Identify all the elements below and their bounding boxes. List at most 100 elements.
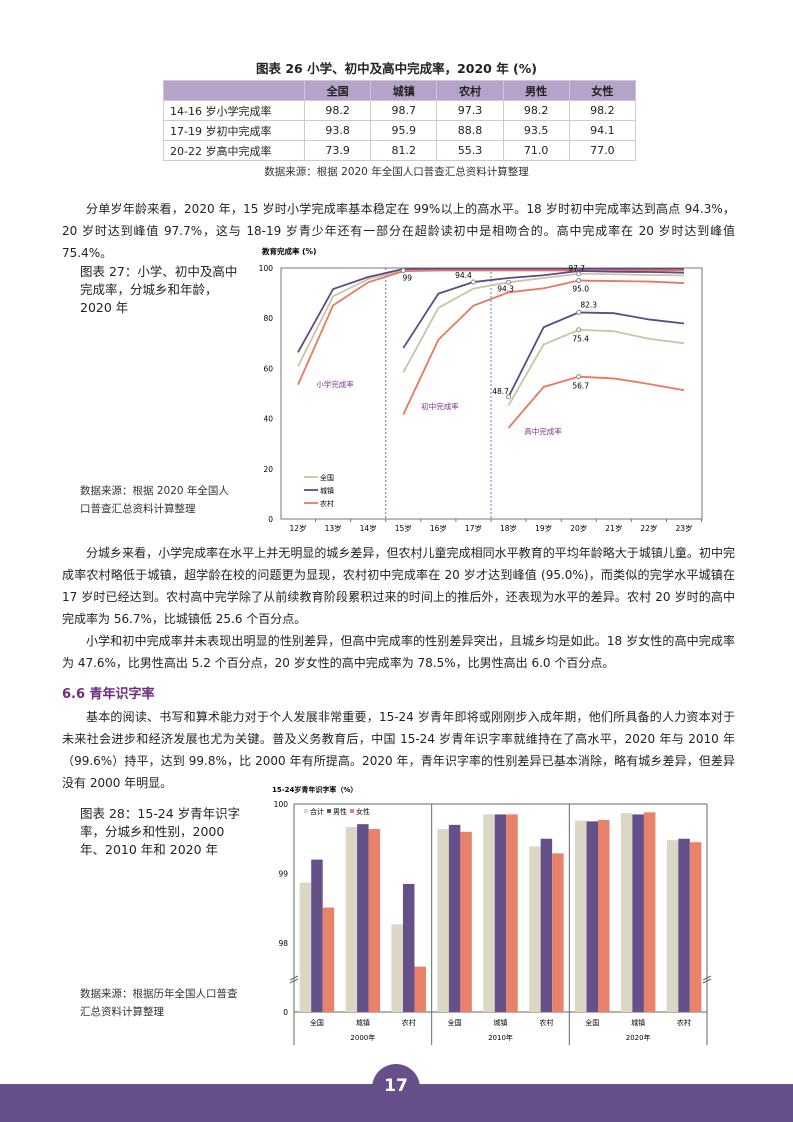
bar-2020年-全国-男性 <box>586 821 599 1012</box>
bar-2020年-城镇-男性 <box>632 814 644 1012</box>
bar-2010年-全国-女性 <box>460 831 472 1012</box>
line-高中完成率-城镇 <box>507 311 685 398</box>
legend-label: 全国 <box>320 473 334 482</box>
category-label: 城镇 <box>631 1018 645 1027</box>
bar-2000年-城镇-合计 <box>345 826 358 1012</box>
fig28-source: 数据来源：根据历年全国人口普查汇总资料计算整理 <box>80 988 238 1018</box>
table-row: 17-19 岁初中完成率 93.8 95.9 88.8 93.5 94.1 <box>163 120 637 141</box>
x-tick-label: 15岁 <box>395 523 412 533</box>
data-label: 56.7 <box>572 382 589 391</box>
data-point-marker <box>576 309 582 315</box>
x-tick-label: 14岁 <box>360 523 377 533</box>
legend-label: 合计 <box>310 807 324 816</box>
line-初中完成率-农村 <box>402 279 685 415</box>
data-label: 97.7 <box>568 264 585 273</box>
legend-swatch <box>350 809 354 813</box>
bar-2020年-农村-合计 <box>666 840 679 1012</box>
y-tick-label: 40 <box>263 415 273 424</box>
data-point-marker <box>470 279 476 285</box>
bar-2020年-全国-合计 <box>575 820 587 1012</box>
legend-label: 农村 <box>320 499 334 508</box>
bar-2020年-城镇-女性 <box>643 812 656 1012</box>
x-tick-label: 16岁 <box>430 523 447 533</box>
page-number: 17 <box>372 1064 420 1112</box>
category-label: 全国 <box>448 1018 462 1027</box>
bar-2020年-全国-女性 <box>598 819 610 1012</box>
bar-2010年-城镇-合计 <box>483 814 495 1012</box>
bar-2000年-城镇-女性 <box>368 829 381 1012</box>
data-point-marker <box>506 394 512 400</box>
table-cell: 95.9 <box>370 120 438 141</box>
table-header-cell: 全国 <box>303 80 372 101</box>
axis-break-icon <box>289 978 299 984</box>
paragraph-1: 分单岁年龄来看，2020 年，15 岁时小学完成率基本稳定在 99%以上的高水平… <box>62 202 735 260</box>
data-point-marker <box>400 268 406 274</box>
table-header-cell <box>163 80 305 101</box>
table-row: 20-22 岁高中完成率 73.9 81.2 55.3 71.0 77.0 <box>163 140 637 161</box>
bar-2010年-城镇-女性 <box>506 814 518 1012</box>
data-label: 75.4 <box>572 335 589 344</box>
bar-2000年-农村-男性 <box>402 883 415 1012</box>
category-label: 城镇 <box>356 1018 370 1027</box>
bar-2010年-全国-男性 <box>448 824 461 1012</box>
line-高中完成率-全国 <box>507 328 685 406</box>
legend-label: 城镇 <box>320 486 334 495</box>
bar-2010年-农村-合计 <box>529 846 541 1012</box>
bar-2020年-农村-女性 <box>689 842 702 1012</box>
line-小学完成率-农村 <box>297 269 684 386</box>
legend-swatch <box>304 809 308 813</box>
y-tick-label: 100 <box>274 800 289 809</box>
table26: 全国 城镇 农村 男性 女性 14-16 岁小学完成率 98.2 98.7 97.3 98.2 9… <box>163 80 637 161</box>
table-header-cell: 城镇 <box>370 80 438 101</box>
data-label: 82.3 <box>580 300 597 309</box>
data-label: 99 <box>402 274 412 283</box>
table-cell: 94.1 <box>568 120 637 141</box>
category-label: 城镇 <box>494 1018 508 1027</box>
bar-2010年-全国-合计 <box>437 829 449 1012</box>
line-chart-completion-rate: 教育完成率 (%) 0 20 40 60 80 100 12岁 13岁 14岁 15岁 16岁 17岁 1… <box>259 246 703 533</box>
line-初中完成率-城镇 <box>402 270 685 349</box>
y-tick-label: 20 <box>263 465 273 474</box>
paragraph-4: 基本的阅读、书写和算术能力对于个人发展非常重要，15-24 岁青年即将或刚刚步入… <box>62 710 735 790</box>
x-tick-label: 17岁 <box>465 523 482 533</box>
category-label: 农村 <box>402 1018 416 1027</box>
fig27-source: 数据来源：根据 2020 年全国人口普查汇总资料计算整理 <box>80 485 229 515</box>
fig27-caption: 图表 27：小学、初中及高中完成率，分城乡和年龄，2020 年 <box>80 264 238 315</box>
legend-swatch <box>327 809 331 813</box>
x-tick-label: 21岁 <box>605 523 622 533</box>
table-cell: 98.2 <box>502 100 570 121</box>
data-point-marker <box>506 279 512 285</box>
bar-2000年-农村-合计 <box>391 924 403 1012</box>
axis-break-icon <box>702 978 712 984</box>
paragraph-3: 小学和初中完成率并未表现出明显的性别差异，但高中完成率的性别差异突出，且城乡均是… <box>62 634 735 670</box>
x-tick-label: 13岁 <box>325 523 342 533</box>
data-label: 95.0 <box>572 285 589 294</box>
data-point-marker <box>576 271 582 277</box>
y-tick-label: 100 <box>259 264 274 273</box>
line-小学完成率-城镇 <box>297 267 684 353</box>
line-初中完成率-全国 <box>402 272 685 373</box>
table-cell: 93.5 <box>502 120 570 141</box>
x-tick-label: 19岁 <box>535 523 552 533</box>
bar-2010年-城镇-男性 <box>494 814 507 1012</box>
y-tick-label: 0 <box>268 515 273 524</box>
legend-label: 女性 <box>356 807 370 816</box>
x-tick-label: 22岁 <box>640 523 657 533</box>
data-point-marker <box>576 278 582 284</box>
table-cell: 88.8 <box>436 120 504 141</box>
table-cell: 77.0 <box>568 140 637 161</box>
table-cell: 98.2 <box>568 100 637 121</box>
x-tick-label: 20岁 <box>570 523 587 533</box>
y-tick-label: 80 <box>263 314 273 323</box>
stage-label: 高中完成率 <box>524 426 562 436</box>
table-cell: 71.0 <box>502 140 570 161</box>
bar-2000年-全国-男性 <box>311 859 323 1012</box>
y-tick-label: 98 <box>278 939 288 948</box>
year-label: 2010年 <box>488 1033 513 1042</box>
axis-break-icon <box>702 975 712 981</box>
category-label: 全国 <box>310 1018 324 1027</box>
bar-2020年-城镇-合计 <box>620 813 633 1012</box>
y-tick-label: 0 <box>283 1008 288 1017</box>
x-tick-label: 12岁 <box>289 523 306 533</box>
